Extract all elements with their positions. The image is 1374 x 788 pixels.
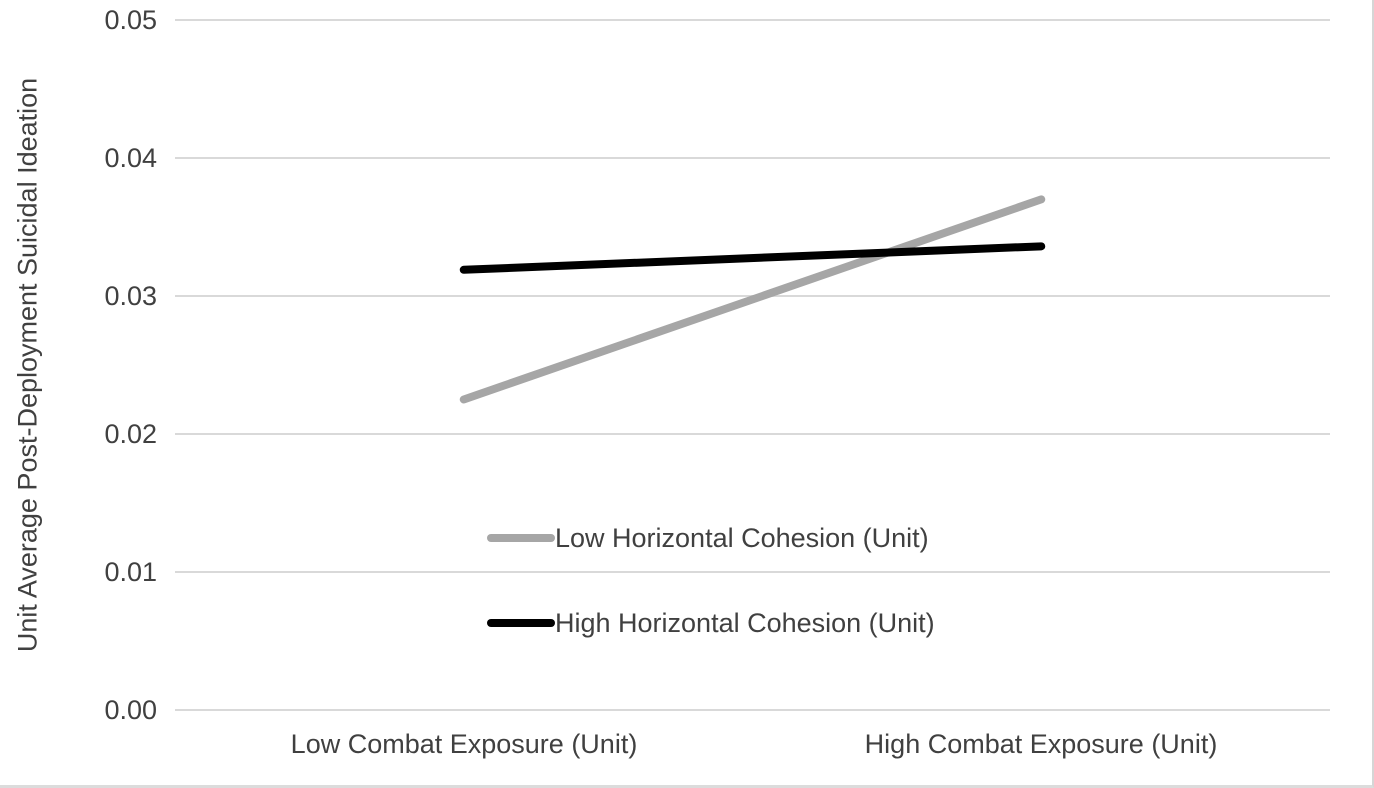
y-axis-tick-label: 0.04 (104, 143, 157, 173)
gridline (175, 433, 1330, 435)
y-axis-tick-label: 0.05 (104, 5, 157, 35)
gridline (175, 571, 1330, 573)
legend-swatch-low-horizontal-cohesion (487, 534, 555, 542)
legend-label-low-horizontal-cohesion: Low Horizontal Cohesion (Unit) (555, 522, 929, 553)
gridline (175, 19, 1330, 21)
y-axis-tick-label: 0.02 (104, 419, 157, 449)
x-category-label-low-combat-exposure: Low Combat Exposure (Unit) (290, 729, 638, 759)
x-category-label-high-combat-exposure: High Combat Exposure (Unit) (864, 729, 1218, 759)
legend-swatch-high-horizontal-cohesion (487, 619, 555, 627)
gridline (175, 157, 1330, 159)
y-axis-title: Unit Average Post-Deployment Suicidal Id… (12, 77, 43, 653)
series-line (459, 195, 1046, 404)
y-axis-tick-label: 0.01 (104, 557, 157, 587)
y-axis-tick-label: 0.03 (104, 281, 157, 311)
series-line (459, 242, 1046, 274)
y-axis-tick-label: 0.00 (104, 695, 157, 725)
legend-item-high-horizontal-cohesion: High Horizontal Cohesion (Unit) (487, 606, 935, 640)
gridline (175, 709, 1330, 711)
legend-label-high-horizontal-cohesion: High Horizontal Cohesion (Unit) (555, 607, 935, 638)
legend-item-low-horizontal-cohesion: Low Horizontal Cohesion (Unit) (487, 521, 929, 555)
